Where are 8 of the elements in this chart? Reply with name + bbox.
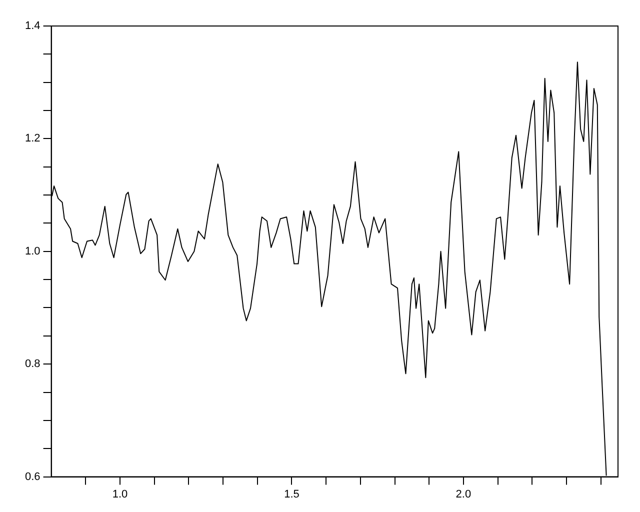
y-tick-label: 1.2 [24, 132, 40, 145]
x-tick-label: 2.0 [456, 488, 472, 500]
y-tick-label: 1.4 [24, 20, 40, 32]
y-tick-label: 0.6 [24, 470, 40, 483]
x-tick-label: 1.5 [284, 488, 300, 500]
y-tick-label: 0.8 [24, 358, 40, 370]
y-tick-label: 1.0 [24, 245, 40, 258]
x-tick-label: 1.0 [112, 488, 128, 500]
